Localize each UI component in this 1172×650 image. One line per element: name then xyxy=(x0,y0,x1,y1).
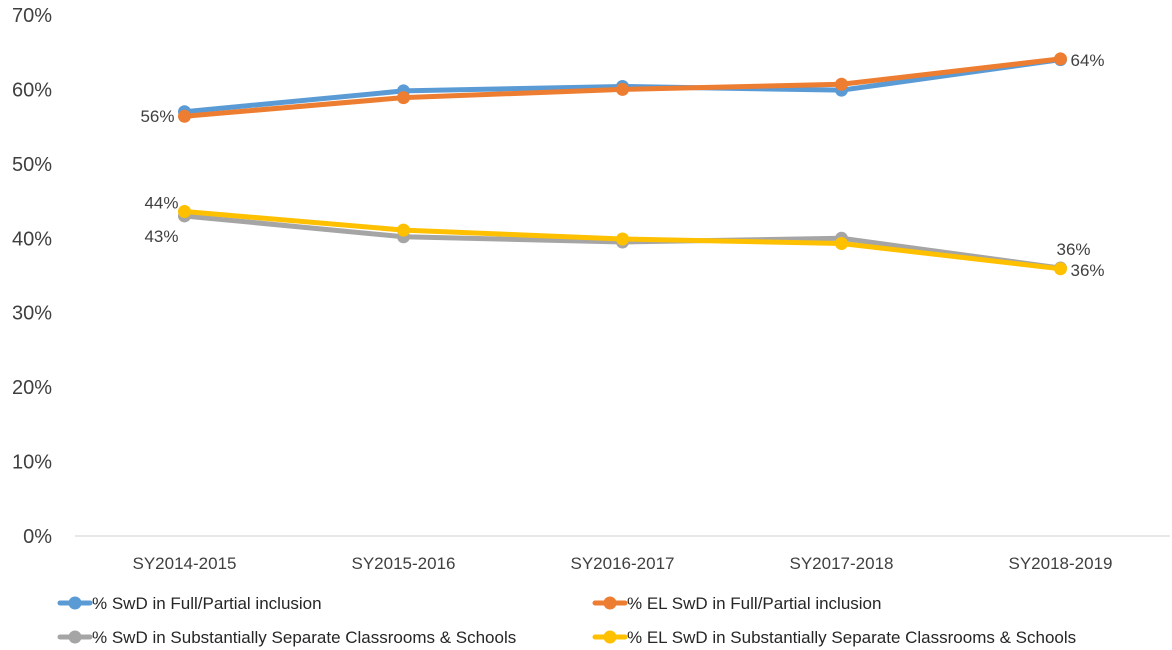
data-label: 43% xyxy=(144,227,178,246)
series-2 xyxy=(178,52,1067,123)
data-point xyxy=(178,109,191,123)
legend: % SwD in Full/Partial inclusion % EL SwD … xyxy=(57,594,1076,647)
legend-swatch-marker xyxy=(603,596,617,610)
data-label: 56% xyxy=(140,107,174,126)
x-tick-label: SY2016-2017 xyxy=(571,554,675,573)
data-point xyxy=(1054,262,1067,276)
legend-label: % SwD in Full/Partial inclusion xyxy=(92,594,322,613)
data-label: 64% xyxy=(1071,51,1105,70)
data-point xyxy=(616,232,629,246)
legend-label: % EL SwD in Substantially Separate Class… xyxy=(627,628,1076,647)
y-tick-label: 60% xyxy=(12,79,52,101)
legend-label: % SwD in Substantially Separate Classroo… xyxy=(92,628,516,647)
legend-item: % EL SwD in Full/Partial inclusion xyxy=(592,594,881,613)
legend-label: % EL SwD in Full/Partial inclusion xyxy=(627,594,881,613)
data-point xyxy=(178,204,191,218)
data-label: 44% xyxy=(144,193,178,212)
y-tick-label: 70% xyxy=(12,5,52,27)
y-tick-label: 0% xyxy=(23,526,52,548)
series-layer xyxy=(178,52,1067,276)
y-tick-label: 40% xyxy=(12,228,52,250)
y-tick-label: 50% xyxy=(12,154,52,176)
legend-swatch-marker xyxy=(68,630,82,644)
data-point xyxy=(616,82,629,96)
data-label: 36% xyxy=(1071,261,1105,280)
y-axis: 0% 10% 20% 30% 40% 50% 60% 70% xyxy=(12,5,52,548)
x-axis: SY2014-2015 SY2015-2016 SY2016-2017 SY2017-… xyxy=(75,535,1170,573)
data-point xyxy=(835,236,848,250)
series-4 xyxy=(178,204,1067,276)
legend-swatch-marker xyxy=(68,596,82,610)
legend-item: % SwD in Full/Partial inclusion xyxy=(57,594,322,613)
data-point xyxy=(397,223,410,237)
data-label: 36% xyxy=(1056,240,1090,259)
y-tick-label: 10% xyxy=(12,452,52,474)
y-tick-label: 20% xyxy=(12,377,52,399)
x-tick-label: SY2017-2018 xyxy=(790,554,894,573)
x-tick-label: SY2014-2015 xyxy=(133,554,237,573)
x-tick-label: SY2018-2019 xyxy=(1009,554,1113,573)
legend-item: % SwD in Substantially Separate Classroo… xyxy=(57,628,516,647)
y-tick-label: 30% xyxy=(12,303,52,325)
data-labels: 56% 64% 44% 43% 36% 36% xyxy=(140,51,1104,280)
legend-swatch-marker xyxy=(603,630,617,644)
data-point xyxy=(397,91,410,105)
x-tick-label: SY2015-2016 xyxy=(352,554,456,573)
legend-item: % EL SwD in Substantially Separate Class… xyxy=(592,628,1076,647)
data-point xyxy=(1054,52,1067,66)
data-point xyxy=(835,77,848,91)
